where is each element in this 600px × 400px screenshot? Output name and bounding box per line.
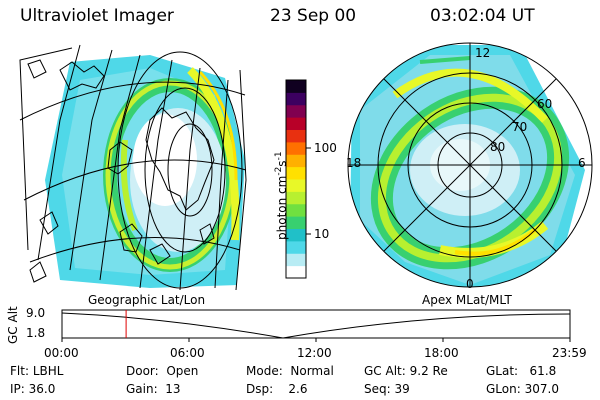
- gain-info: Gain: 13: [126, 382, 181, 396]
- glon-info: GLon: 307.0: [486, 382, 559, 396]
- colorbar-segment: [286, 240, 306, 254]
- timeline-y-bottom: 1.8: [26, 326, 46, 340]
- colorbar-segment: [286, 92, 306, 106]
- colorbar-segment: [286, 154, 306, 168]
- colorbar-segment: [286, 203, 306, 217]
- mode-info: Mode: Normal: [246, 364, 334, 378]
- mlat-label-70: 70: [512, 120, 528, 134]
- timeline-tick-2359: 23:59: [552, 346, 587, 360]
- orbit-timeline: [61, 309, 571, 342]
- dsp-info: Dsp: 2.6: [246, 382, 308, 396]
- colorbar: [285, 79, 311, 279]
- apex-map: [347, 42, 593, 288]
- seq-info: Seq: 39: [364, 382, 410, 396]
- colorbar-tick-10: 10: [314, 227, 330, 241]
- instrument-title: Ultraviolet Imager: [20, 6, 174, 26]
- colorbar-tick-100: 100: [314, 141, 337, 155]
- colorbar-segment: [286, 117, 306, 131]
- colorbar-segment: [286, 179, 306, 192]
- timeline-tick-0600: 06:00: [170, 346, 205, 360]
- observation-time: 03:02:04 UT: [430, 6, 535, 26]
- mlt-label-18: 18: [346, 156, 362, 170]
- colorbar-segment: [286, 253, 306, 267]
- mlat-label-80: 80: [490, 140, 506, 154]
- colorbar-segment: [286, 265, 306, 279]
- colorbar-segment: [286, 228, 306, 242]
- door-info: Door: Open: [126, 364, 199, 378]
- colorbar-segment: [286, 216, 306, 230]
- timeline-tick-1200: 12:00: [297, 346, 332, 360]
- ip-info: IP: 36.0: [10, 382, 56, 396]
- apex-grid: [347, 42, 593, 288]
- glat-info: GLat: 61.8: [486, 364, 557, 378]
- colorbar-segment: [286, 166, 306, 180]
- mlt-label-0: 0: [466, 277, 474, 291]
- timeline-tick-1800: 18:00: [424, 346, 459, 360]
- timeline-y-top: 9.0: [26, 306, 46, 320]
- colorbar-segment: [286, 129, 306, 143]
- apex-map-label: Apex MLat/MLT: [422, 293, 512, 307]
- colorbar-segment: [286, 191, 306, 205]
- mlt-label-6: 6: [578, 156, 586, 170]
- filter-info: Flt: LBHL: [10, 364, 64, 378]
- colorbar-segment: [286, 104, 306, 118]
- gc-alt-info: GC Alt: 9.2 Re: [364, 364, 448, 378]
- geographic-map: [19, 44, 247, 291]
- geographic-map-label: Geographic Lat/Lon: [88, 293, 206, 307]
- colorbar-segment: [286, 141, 306, 155]
- geo-graticule: [19, 44, 247, 291]
- coastlines: [27, 59, 215, 283]
- colorbar-unit-label: photon cm-2s-1: [274, 151, 289, 240]
- colorbar-segment: [286, 80, 306, 93]
- mlt-label-12: 12: [475, 46, 491, 60]
- observation-date: 23 Sep 00: [270, 6, 357, 26]
- timeline-tick-0000: 00:00: [44, 346, 79, 360]
- mlat-label-60: 60: [537, 97, 553, 111]
- timeline-axis-label: GC Alt: [6, 306, 20, 344]
